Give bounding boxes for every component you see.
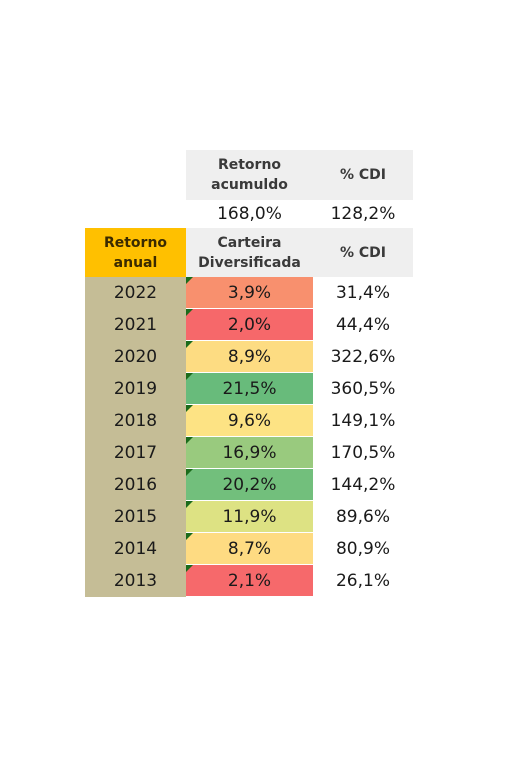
return-value: 20,2%: [222, 474, 277, 495]
header-cdi: % CDI: [313, 150, 413, 200]
cdi-cell: 80,9%: [313, 533, 413, 565]
return-value: 2,1%: [227, 570, 272, 591]
return-cell: 2,1%: [186, 565, 313, 597]
table-row: 2016 20,2% 144,2%: [85, 469, 413, 501]
return-cell: 3,9%: [186, 277, 313, 309]
cdi-cell: 31,4%: [313, 277, 413, 309]
table-row: 2020 8,9% 322,6%: [85, 341, 413, 373]
comment-flag-icon: [186, 341, 193, 348]
table-row: 2018 9,6% 149,1%: [85, 405, 413, 437]
return-value: 9,6%: [227, 410, 272, 431]
header-row: Retorno acumuldo % CDI: [85, 150, 413, 200]
year-cell: 2013: [85, 565, 186, 597]
comment-flag-icon: [186, 373, 193, 380]
comment-flag-icon: [186, 501, 193, 508]
comment-flag-icon: [186, 565, 193, 572]
cdi-cell: 170,5%: [313, 437, 413, 469]
return-value: 8,9%: [227, 346, 272, 367]
table-row: 2017 16,9% 170,5%: [85, 437, 413, 469]
return-cell: 11,9%: [186, 501, 313, 533]
return-value: 2,0%: [227, 314, 272, 335]
return-cell: 20,2%: [186, 469, 313, 501]
table-row: 2013 2,1% 26,1%: [85, 565, 413, 597]
comment-flag-icon: [186, 309, 193, 316]
comment-flag-icon: [186, 533, 193, 540]
table-row: 2019 21,5% 360,5%: [85, 373, 413, 405]
cdi-cell: 26,1%: [313, 565, 413, 597]
table-row: 2022 3,9% 31,4%: [85, 277, 413, 309]
comment-flag-icon: [186, 277, 193, 284]
return-cell: 2,0%: [186, 309, 313, 341]
year-cell: 2020: [85, 341, 186, 373]
cdi-cell: 144,2%: [313, 469, 413, 501]
return-value: 16,9%: [222, 442, 277, 463]
returns-table: Retorno acumuldo % CDI 168,0% 128,2% Ret…: [85, 150, 413, 597]
header-retorno-acumulado: Retorno acumuldo: [186, 150, 313, 200]
cdi-cell: 44,4%: [313, 309, 413, 341]
return-value: 21,5%: [222, 378, 277, 399]
return-value: 8,7%: [227, 538, 272, 559]
return-value: 3,9%: [227, 282, 272, 303]
cdi-cell: 149,1%: [313, 405, 413, 437]
header-cdi-2: % CDI: [313, 228, 413, 277]
subheader-row: Retorno anual Carteira Diversificada % C…: [85, 228, 413, 277]
blank-cell: [85, 200, 186, 228]
year-cell: 2017: [85, 437, 186, 469]
year-cell: 2018: [85, 405, 186, 437]
cdi-cell: 360,5%: [313, 373, 413, 405]
comment-flag-icon: [186, 405, 193, 412]
year-cell: 2022: [85, 277, 186, 309]
data-rows: 2022 3,9% 31,4% 2021 2,0% 44,4% 2020 8,9% 322,6%…: [85, 277, 413, 597]
year-cell: 2014: [85, 533, 186, 565]
summary-cdi: 128,2%: [330, 204, 396, 224]
return-cell: 16,9%: [186, 437, 313, 469]
year-cell: 2019: [85, 373, 186, 405]
return-cell: 8,9%: [186, 341, 313, 373]
header-carteira: Carteira Diversificada: [186, 228, 313, 277]
cdi-cell: 322,6%: [313, 341, 413, 373]
year-cell: 2021: [85, 309, 186, 341]
return-value: 11,9%: [222, 506, 277, 527]
summary-row: 168,0% 128,2%: [85, 200, 413, 228]
comment-flag-icon: [186, 437, 193, 444]
return-cell: 21,5%: [186, 373, 313, 405]
return-cell: 9,6%: [186, 405, 313, 437]
table-row: 2021 2,0% 44,4%: [85, 309, 413, 341]
table-row: 2014 8,7% 80,9%: [85, 533, 413, 565]
cdi-cell: 89,6%: [313, 501, 413, 533]
table-row: 2015 11,9% 89,6%: [85, 501, 413, 533]
year-cell: 2015: [85, 501, 186, 533]
year-cell: 2016: [85, 469, 186, 501]
return-cell: 8,7%: [186, 533, 313, 565]
header-retorno-anual: Retorno anual: [85, 228, 186, 277]
summary-retorno: 168,0%: [217, 204, 282, 224]
blank-cell: [85, 150, 186, 200]
comment-flag-icon: [186, 469, 193, 476]
